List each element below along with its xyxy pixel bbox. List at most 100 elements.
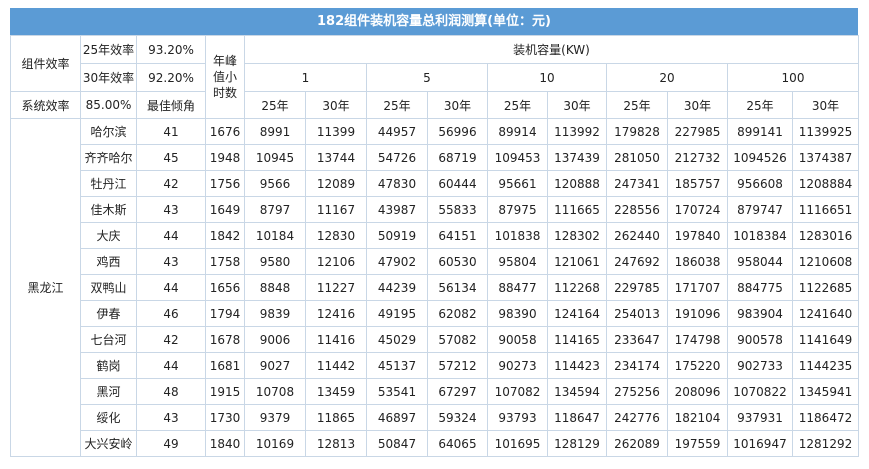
data-cell: 90273	[487, 352, 548, 379]
city-cell: 佳木斯	[80, 196, 137, 223]
table-title: 182组件装机容量总利润测算(单位：元)	[10, 8, 858, 35]
data-cell: 118647	[547, 404, 607, 431]
data-cell: 12106	[305, 248, 367, 275]
data-cell: 59324	[427, 404, 488, 431]
year-header: 25年	[366, 91, 428, 119]
data-cell: 1070822	[727, 378, 793, 405]
year-header: 25年	[487, 91, 548, 119]
data-cell: 10169	[244, 430, 306, 457]
data-cell: 902733	[727, 352, 793, 379]
data-cell: 1678	[205, 326, 245, 353]
data-cell: 134594	[547, 378, 607, 405]
data-cell: 57212	[427, 352, 488, 379]
data-cell: 8797	[244, 196, 306, 223]
table-row: 黑河 48 1915 10708 13459 53541 67297 107082 134594…	[11, 378, 860, 405]
year-header: 30年	[547, 91, 607, 119]
data-cell: 56134	[427, 274, 488, 301]
data-cell: 275256	[606, 378, 668, 405]
header-cell: 年峰值小时数	[205, 35, 245, 119]
data-cell: 191096	[667, 300, 728, 327]
data-cell: 121061	[547, 248, 607, 275]
data-cell: 242776	[606, 404, 668, 431]
data-cell: 60530	[427, 248, 488, 275]
data-cell: 197559	[667, 430, 728, 457]
city-cell: 伊春	[80, 300, 137, 327]
city-cell: 双鸭山	[80, 274, 137, 301]
header-cell: 30年效率	[80, 63, 137, 92]
year-header: 30年	[791, 91, 860, 119]
sheet: 182组件装机容量总利润测算(单位：元) 组件效率 25年效率 93.20% 年峰值小…	[10, 8, 860, 457]
data-cell: 1758	[205, 248, 245, 275]
data-cell: 1141649	[791, 326, 860, 353]
city-cell: 大兴安岭	[80, 430, 137, 457]
data-cell: 900578	[727, 326, 793, 353]
data-cell: 1094526	[727, 144, 793, 171]
data-cell: 44239	[366, 274, 428, 301]
data-cell: 1948	[205, 144, 245, 171]
city-cell: 七台河	[80, 326, 137, 353]
data-cell: 247341	[606, 170, 668, 197]
header-value: 93.20%	[136, 35, 206, 64]
table-row: 黑龙江 哈尔滨 41 1676 8991 11399 44957 56996 89914 1139…	[10, 118, 860, 457]
capacity-header: 20	[606, 63, 728, 92]
data-cell: 11227	[305, 274, 367, 301]
data-cell: 262089	[606, 430, 668, 457]
data-cell: 899141	[727, 118, 793, 145]
data-cell: 128129	[547, 430, 607, 457]
data-cell: 1208884	[791, 170, 860, 197]
data-cell: 186038	[667, 248, 728, 275]
data-cell: 229785	[606, 274, 668, 301]
data-cell: 182104	[667, 404, 728, 431]
table-row: 系统效率 85.00% 最佳倾角 25年 30年 25年 30年 25年 30年 25年 30年 25…	[10, 91, 860, 119]
data-cell: 884775	[727, 274, 793, 301]
data-cell: 1676	[205, 118, 245, 145]
data-cell: 128302	[547, 222, 607, 249]
data-cell: 95804	[487, 248, 548, 275]
data-cell: 89914	[487, 118, 548, 145]
data-cell: 50919	[366, 222, 428, 249]
data-cell: 107082	[487, 378, 548, 405]
data-cell: 124164	[547, 300, 607, 327]
table-row: 鸡西 43 1758 9580 12106 47902 60530 95804 121061 24…	[11, 248, 860, 275]
data-cell: 46	[136, 300, 206, 327]
data-cell: 120888	[547, 170, 607, 197]
data-cell: 9566	[244, 170, 306, 197]
data-cell: 1345941	[791, 378, 860, 405]
data-cell: 227985	[667, 118, 728, 145]
data-cell: 113992	[547, 118, 607, 145]
data-cell: 98390	[487, 300, 548, 327]
data-cell: 185757	[667, 170, 728, 197]
data-cell: 9027	[244, 352, 306, 379]
table-row: 大庆 44 1842 10184 12830 50919 64151 101838 128302…	[11, 222, 860, 249]
data-cell: 64065	[427, 430, 488, 457]
data-cell: 1139925	[791, 118, 860, 145]
data-cell: 45137	[366, 352, 428, 379]
data-cell: 44	[136, 274, 206, 301]
data-cell: 95661	[487, 170, 548, 197]
data-cell: 9379	[244, 404, 306, 431]
data-cell: 262440	[606, 222, 668, 249]
data-cell: 228556	[606, 196, 668, 223]
data-cell: 112268	[547, 274, 607, 301]
data-cell: 60444	[427, 170, 488, 197]
data-cell: 88477	[487, 274, 548, 301]
data-cell: 50847	[366, 430, 428, 457]
data-cell: 45029	[366, 326, 428, 353]
data-cell: 11167	[305, 196, 367, 223]
data-cell: 54726	[366, 144, 428, 171]
data-cell: 1681	[205, 352, 245, 379]
data-cell: 1016947	[727, 430, 793, 457]
data-cell: 41	[136, 118, 206, 145]
data-cell: 171707	[667, 274, 728, 301]
table-row: 组件效率 25年效率 93.20% 年峰值小时数 装机容量(KW)	[10, 35, 860, 119]
capacity-header: 10	[487, 63, 607, 92]
data-cell: 47902	[366, 248, 428, 275]
data-cell: 208096	[667, 378, 728, 405]
data-cell: 101838	[487, 222, 548, 249]
year-header: 30年	[427, 91, 488, 119]
data-cell: 170724	[667, 196, 728, 223]
data-cell: 1656	[205, 274, 245, 301]
data-cell: 68719	[427, 144, 488, 171]
data-cell: 254013	[606, 300, 668, 327]
data-cell: 956608	[727, 170, 793, 197]
